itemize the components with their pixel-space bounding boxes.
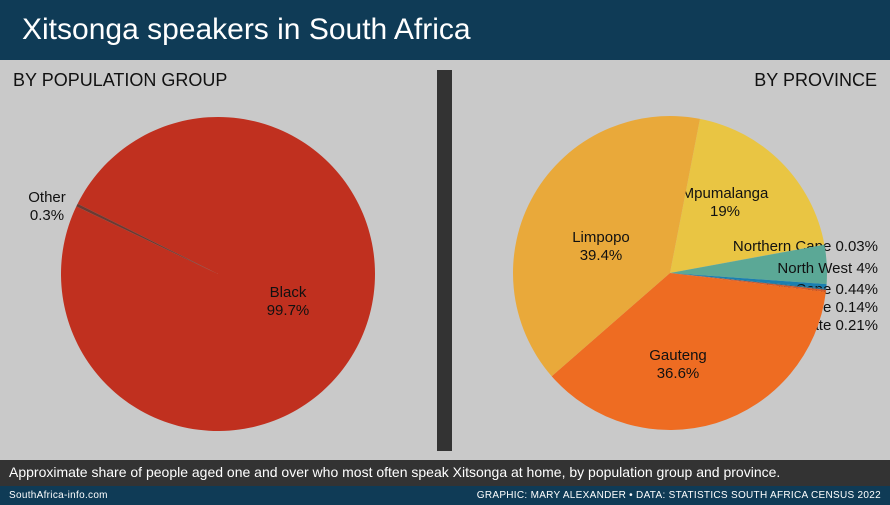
page-title: Xitsonga speakers in South Africa (0, 0, 890, 60)
pie-slice-eastern-cape (670, 273, 827, 290)
slice-label: Mpumalanga (682, 185, 769, 202)
slice-label: 19% (710, 203, 740, 220)
right-chart-title: BY PROVINCE (754, 70, 877, 90)
slice-label: 36.6% (657, 365, 700, 382)
slice-label: 39.4% (580, 247, 623, 264)
pie-slice-limpopo (513, 116, 700, 377)
slice-label: Other (28, 189, 66, 206)
site-name: SouthAfrica-info.com (9, 490, 108, 501)
credit: GRAPHIC: MARY ALEXANDER • DATA: STATISTI… (476, 490, 881, 501)
slice-label: Black (270, 284, 307, 301)
pie-slice-north-west (670, 244, 827, 285)
slice-label: North West 4% (777, 260, 878, 277)
slice-label: Northern Cape 0.03% (733, 238, 878, 255)
slice-label: 0.3% (30, 207, 64, 224)
pie-slice-other (76, 203, 218, 274)
slice-label: Gauteng (649, 347, 707, 364)
pie-slice-gauteng (551, 273, 826, 431)
pie-slice-western-cape (670, 273, 827, 289)
divider (437, 70, 452, 451)
caption: Approximate share of people aged one and… (0, 460, 890, 486)
left-chart-title: BY POPULATION GROUP (13, 70, 228, 90)
pie-slice-free-state (670, 273, 827, 292)
slice-label: 99.7% (267, 302, 310, 319)
pie-slice-mpumalanga (670, 118, 825, 274)
pie-slice-northern-cape (670, 244, 825, 273)
slice-label: Limpopo (572, 229, 630, 246)
footer: SouthAfrica-info.com GRAPHIC: MARY ALEXA… (0, 486, 890, 505)
pie-slice-black (60, 117, 375, 432)
